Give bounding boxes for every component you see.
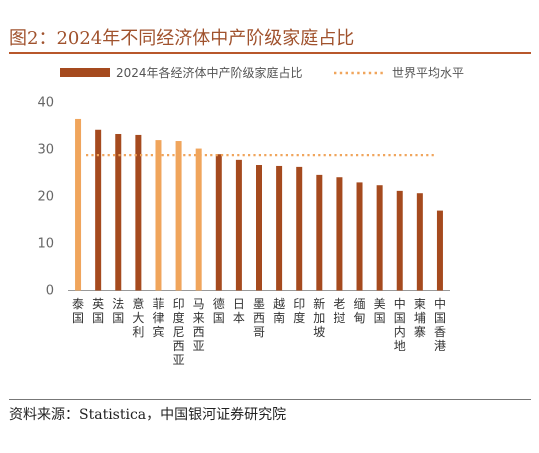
x-tick-label: 美国 bbox=[374, 297, 386, 325]
x-tick-label: 意大利 bbox=[132, 296, 144, 339]
x-tick-label: 法国 bbox=[112, 297, 124, 325]
x-tick-label: 印度尼西亚 bbox=[173, 297, 185, 367]
bar-英国 bbox=[95, 129, 102, 291]
bar-印度 bbox=[296, 166, 303, 291]
bar-中国香港 bbox=[436, 210, 443, 291]
x-tick-label: 柬埔寨 bbox=[414, 297, 426, 339]
bar-日本 bbox=[235, 159, 242, 291]
bar-印度尼西亚 bbox=[175, 141, 182, 291]
x-tick-label: 马来西亚 bbox=[193, 297, 205, 353]
x-tick-label: 印度 bbox=[293, 297, 305, 325]
x-tick-label: 泰国 bbox=[72, 297, 84, 325]
legend-label-bars: 2024年各经济体中产阶级家庭占比 bbox=[116, 65, 303, 80]
bar-菲律宾 bbox=[155, 140, 162, 291]
y-tick-label: 10 bbox=[37, 237, 54, 252]
x-tick-label: 墨西哥 bbox=[253, 297, 265, 339]
bar-老挝 bbox=[336, 177, 343, 291]
source-note: 资料来源：Statistica，中国银河证券研究院 bbox=[9, 407, 287, 423]
y-tick-label: 0 bbox=[46, 284, 54, 299]
bar-意大利 bbox=[135, 134, 142, 291]
x-tick-label: 菲律宾 bbox=[152, 297, 164, 339]
x-tick-label: 老挝 bbox=[333, 297, 345, 325]
title-divider bbox=[9, 52, 531, 54]
bar-新加坡 bbox=[316, 174, 323, 291]
x-tick-label: 越南 bbox=[273, 297, 285, 325]
bar-泰国 bbox=[75, 118, 82, 291]
chart-title: 图2：2024年不同经济体中产阶级家庭占比 bbox=[9, 28, 355, 49]
bar-德国 bbox=[215, 154, 222, 291]
bar-墨西哥 bbox=[256, 165, 262, 291]
x-tick-label: 中国香港 bbox=[434, 296, 446, 353]
x-tick-label: 日本 bbox=[233, 297, 245, 325]
bar-法国 bbox=[115, 133, 122, 291]
bar-chart: 0 10 20 30 40 泰国英国法国意大利菲律宾印度尼西亚马来西亚德国日本墨西哥越南印… bbox=[37, 65, 464, 367]
x-tick-label: 德国 bbox=[213, 296, 225, 325]
bar-柬埔寨 bbox=[416, 193, 423, 291]
bar-美国 bbox=[376, 185, 383, 291]
legend-swatch-bars bbox=[60, 68, 110, 77]
bar-越南 bbox=[276, 165, 283, 291]
x-tick-label: 缅甸 bbox=[354, 297, 366, 325]
y-tick-label: 40 bbox=[37, 96, 54, 111]
bar-马来西亚 bbox=[195, 148, 202, 291]
y-tick-label: 30 bbox=[37, 143, 54, 158]
x-tick-label: 中国内地 bbox=[394, 296, 406, 353]
x-tick-label: 英国 bbox=[92, 297, 104, 325]
bar-中国内地 bbox=[396, 190, 403, 291]
y-tick-label: 20 bbox=[37, 190, 54, 205]
x-tick-label: 新加坡 bbox=[313, 296, 325, 339]
source-divider bbox=[9, 399, 531, 400]
legend-label-reference: 世界平均水平 bbox=[392, 66, 464, 80]
bar-缅甸 bbox=[356, 182, 363, 291]
